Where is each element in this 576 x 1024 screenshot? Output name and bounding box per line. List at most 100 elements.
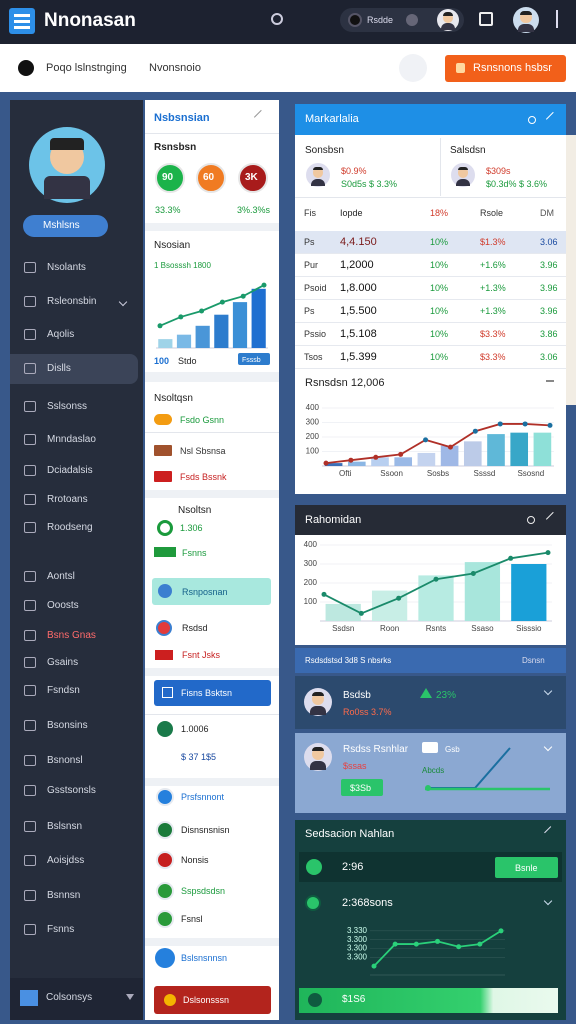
divider [145, 490, 279, 498]
y-tick-label: 400 [304, 540, 318, 549]
bar [214, 314, 229, 348]
point [219, 299, 225, 305]
divider [145, 778, 279, 786]
footer-value: $1S6 [342, 994, 366, 1005]
table-cell: Pssio [304, 329, 327, 339]
list-item[interactable]: Fsnt Jsks [182, 650, 221, 660]
avatar-body [441, 23, 455, 30]
list-item[interactable]: Nonsis [181, 855, 209, 865]
table-cell: 1,5.108 [340, 328, 377, 340]
breadcrumb[interactable]: Poqo lslnstnging [46, 62, 127, 74]
x-tick-label: Ssosnd [517, 469, 544, 478]
point [477, 941, 483, 947]
stat-sub: S0d5s $ 3.3% [341, 179, 398, 189]
bar [251, 288, 266, 348]
list-icon [156, 851, 174, 869]
strip-link[interactable]: Dsnsn [522, 656, 545, 665]
list-item[interactable]: Disnsnsnisn [181, 825, 230, 835]
menu-item[interactable]: Fsnns [47, 924, 75, 935]
x-tick-label: Ssaso [471, 624, 494, 633]
card-title: Markarlalia [305, 113, 359, 125]
edge-strip [566, 135, 576, 405]
primary-button[interactable] [445, 55, 566, 82]
point [472, 428, 478, 434]
menu-item[interactable]: Aoisjdss [47, 855, 85, 866]
y-tick-label: 3.300 [347, 952, 368, 961]
menu-item[interactable]: Dislls [47, 363, 71, 374]
profile-button[interactable] [23, 215, 108, 237]
menu-icon [24, 890, 36, 901]
menu-item[interactable]: Rrotoans [47, 494, 88, 505]
menu-item[interactable]: Aqolis [47, 329, 75, 340]
avatar-hair [311, 692, 325, 697]
x-tick-label: Roon [380, 624, 399, 633]
divider [145, 938, 279, 946]
column-header: 18% [430, 208, 449, 218]
point [470, 571, 476, 576]
list-item[interactable]: Fsnsl [181, 914, 203, 924]
avatar-body [518, 23, 534, 32]
avatar-face [312, 167, 324, 178]
list-item[interactable]: Nsl Sbsnsa [180, 446, 226, 456]
search-icon [271, 13, 283, 25]
breadcrumb[interactable]: Nvonsnoio [149, 62, 201, 74]
home-icon[interactable] [479, 12, 493, 26]
list-icon [154, 414, 172, 425]
menu-item[interactable]: Bslsnsn [47, 821, 83, 832]
table-cell: $1.3% [480, 237, 506, 247]
section-title: Nsoltqsn [154, 393, 193, 404]
list-item[interactable]: Rsdsd [182, 623, 208, 633]
menu-item[interactable]: Fsndsn [47, 685, 80, 696]
menu-item[interactable]: Bsnonsl [47, 755, 83, 766]
menu-item[interactable]: Sslsonss [47, 401, 88, 412]
stat-value: 90 [162, 172, 174, 183]
wallet-button[interactable] [495, 857, 558, 878]
list-item[interactable]: Fsdo Gsnn [180, 415, 225, 425]
item-change: 23% [436, 690, 457, 701]
point [396, 595, 402, 601]
blue-button[interactable] [154, 680, 271, 706]
menu-item[interactable]: Ooosts [47, 600, 79, 611]
table-cell: 3.96 [540, 283, 558, 293]
menu-item[interactable]: Bsns Gnas [47, 630, 96, 641]
menu-item[interactable]: Bsonsins [47, 720, 88, 731]
list-item[interactable]: Sspsdsdsn [181, 886, 226, 896]
list-item[interactable]: Fsnns [182, 548, 207, 558]
point [547, 422, 553, 428]
menu-item[interactable]: Rsleonsbin [47, 296, 97, 307]
avatar-face [311, 692, 325, 706]
more-icon[interactable] [556, 10, 568, 28]
table-cell: 10% [430, 352, 449, 362]
button-label: Dslsonsssn [183, 995, 230, 1005]
bar [324, 463, 343, 466]
menu-item[interactable]: Roodseng [47, 522, 93, 533]
menu-item[interactable]: Bsnnsn [47, 890, 81, 901]
menu-item[interactable]: Gsains [47, 657, 79, 668]
row-divider [295, 253, 566, 254]
highlight-label: Rsnposnan [182, 587, 228, 597]
list-item[interactable]: Bslsnsnnsn [181, 953, 228, 963]
column-header: Rsole [480, 208, 504, 218]
list-item[interactable]: Prsfsnnont [181, 792, 225, 802]
list-card[interactable] [295, 676, 566, 729]
wallet-footer [299, 988, 558, 1013]
chip-label: $3Sb [350, 783, 372, 793]
menu-item[interactable]: Gsstsonsls [47, 785, 96, 796]
list-item[interactable]: Fsds Bssnk [180, 472, 227, 482]
row-value: 2:368sons [342, 897, 393, 909]
info-strip [295, 648, 566, 673]
menu-item[interactable]: Aontsl [47, 571, 75, 582]
point [348, 457, 354, 463]
table-cell: $3.3% [480, 329, 506, 339]
decor-lines [425, 747, 550, 791]
menu-item[interactable]: Mnndaslao [47, 434, 96, 445]
table-cell: Tsos [304, 352, 323, 362]
stat-circle [196, 163, 226, 193]
menu-item[interactable]: Dciadalsis [47, 465, 93, 476]
menu-item[interactable]: Nsolants [47, 262, 86, 273]
footer-label[interactable]: Colsonsys [46, 992, 93, 1003]
divider [145, 372, 279, 382]
list-item[interactable]: 1.306 [180, 523, 203, 533]
menu-icon-line [14, 26, 30, 29]
column-header: Iopde [340, 208, 363, 218]
